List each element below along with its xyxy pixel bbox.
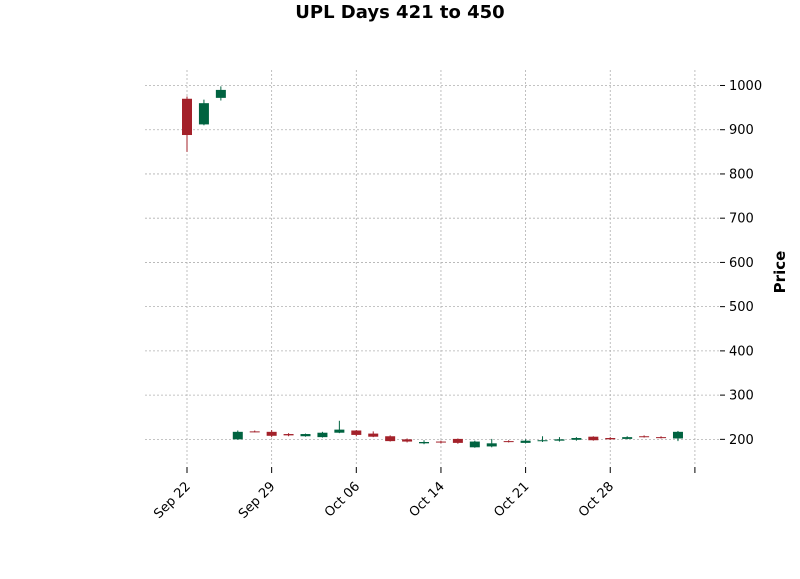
- candle: [283, 433, 294, 437]
- candle-body: [182, 98, 192, 136]
- candle: [520, 439, 531, 444]
- candle-body: [639, 436, 650, 438]
- candle: [419, 440, 430, 445]
- y-tick-label: 200: [729, 433, 754, 448]
- candle: [622, 436, 633, 440]
- candle-body: [215, 89, 226, 98]
- y-tick-label: 1000: [729, 79, 762, 94]
- candle-body: [334, 429, 345, 433]
- candle-body: [198, 103, 209, 125]
- candle-body: [300, 434, 311, 437]
- candle: [469, 440, 480, 448]
- candles: [182, 86, 683, 448]
- candle: [198, 99, 209, 126]
- candle-body: [249, 431, 260, 433]
- candle-body: [452, 438, 463, 443]
- candle-body: [266, 431, 277, 436]
- candle: [452, 438, 463, 444]
- x-tick-label: Sep 22: [151, 479, 194, 522]
- y-axis: 200 300 400 500 600 700 800 900 1000: [720, 79, 762, 448]
- candle-body: [402, 439, 413, 442]
- y-tick-label: 600: [729, 256, 754, 271]
- candle-body: [351, 430, 362, 435]
- y-tick-label: 800: [729, 167, 754, 182]
- y-axis-label: Price: [771, 251, 789, 294]
- candle: [554, 437, 565, 442]
- candle-body: [622, 437, 633, 439]
- candle: [435, 440, 446, 444]
- candle-body: [520, 440, 531, 443]
- candle: [182, 96, 192, 152]
- candle-body: [469, 441, 480, 448]
- candle-body: [232, 431, 243, 440]
- candle: [317, 431, 328, 438]
- candle-body: [554, 439, 565, 441]
- candle: [266, 430, 277, 438]
- y-tick-label: 700: [729, 212, 754, 227]
- candle-body: [419, 441, 430, 444]
- candle-body: [588, 436, 599, 441]
- candle-body: [486, 443, 497, 447]
- candle-body: [317, 432, 328, 438]
- candle: [334, 420, 345, 434]
- candle: [300, 433, 311, 437]
- candle-body: [672, 431, 683, 439]
- chart-title: UPL Days 421 to 450: [295, 2, 504, 23]
- candle: [571, 437, 582, 441]
- candle: [351, 430, 362, 437]
- y-tick-label: 500: [729, 300, 754, 315]
- candle-body: [571, 438, 582, 440]
- candle-body: [385, 436, 396, 442]
- candle: [672, 430, 683, 442]
- candle: [249, 430, 260, 433]
- y-tick-label: 900: [729, 123, 754, 138]
- x-tick-label: Oct 06: [322, 479, 363, 520]
- candle-body: [435, 441, 446, 443]
- candle: [605, 437, 616, 440]
- x-tick-label: Oct 21: [491, 479, 532, 520]
- y-tick-label: 300: [729, 389, 754, 404]
- y-tick-label: 400: [729, 344, 754, 359]
- candle: [537, 436, 548, 442]
- x-tick-label: Oct 14: [407, 479, 448, 520]
- candle: [486, 438, 497, 448]
- grid-lines: [145, 70, 720, 465]
- candle: [639, 435, 650, 438]
- candle: [656, 436, 667, 439]
- candle: [368, 431, 379, 438]
- x-axis: Sep 22 Sep 29 Oct 06 Oct 14 Oct 21 Oct 28: [151, 467, 696, 522]
- candle-body: [503, 441, 514, 443]
- candle: [588, 436, 599, 441]
- candle: [215, 86, 226, 101]
- candle: [402, 438, 413, 443]
- candle-body: [537, 440, 548, 442]
- candle: [385, 435, 396, 442]
- candle-body: [283, 434, 294, 436]
- candle-body: [656, 437, 667, 439]
- x-tick-label: Oct 28: [576, 479, 617, 520]
- candle: [232, 430, 243, 440]
- candle-body: [605, 438, 616, 440]
- candle: [503, 440, 514, 443]
- x-tick-label: Sep 29: [236, 479, 279, 522]
- candle-body: [368, 433, 379, 437]
